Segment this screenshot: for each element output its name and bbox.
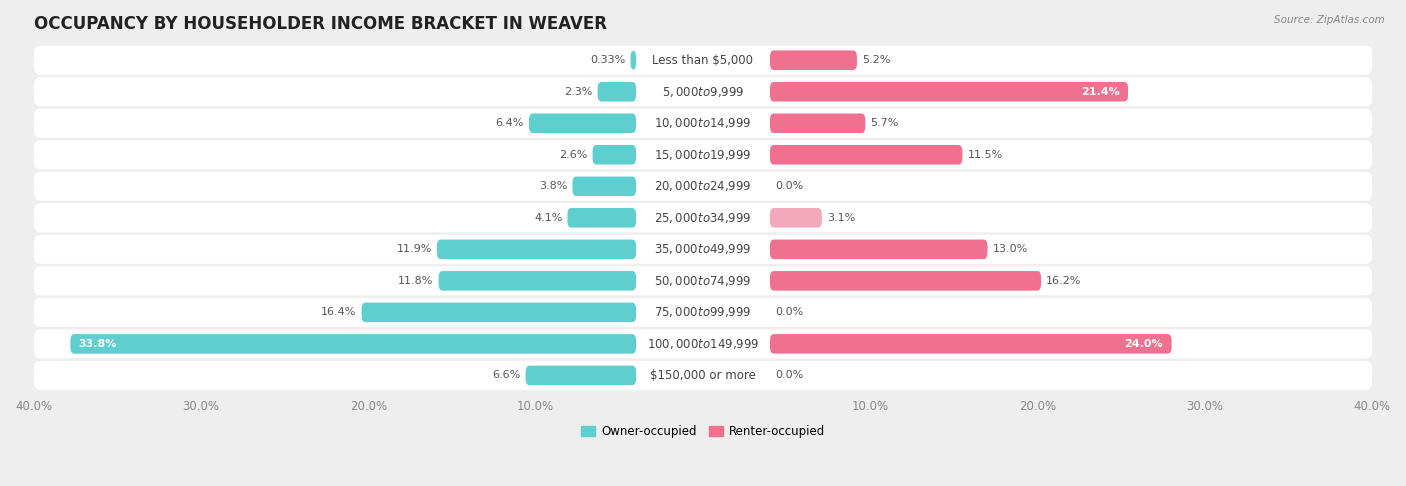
Text: $150,000 or more: $150,000 or more [650,369,756,382]
FancyBboxPatch shape [770,82,1128,102]
Legend: Owner-occupied, Renter-occupied: Owner-occupied, Renter-occupied [576,420,830,443]
FancyBboxPatch shape [568,208,636,227]
Text: 0.0%: 0.0% [775,307,803,317]
FancyBboxPatch shape [70,334,636,354]
Text: 4.1%: 4.1% [534,213,562,223]
Text: $25,000 to $34,999: $25,000 to $34,999 [654,211,752,225]
Text: $50,000 to $74,999: $50,000 to $74,999 [654,274,752,288]
FancyBboxPatch shape [572,176,636,196]
Text: $35,000 to $49,999: $35,000 to $49,999 [654,243,752,256]
FancyBboxPatch shape [34,140,1372,169]
FancyBboxPatch shape [770,114,865,133]
Text: 0.0%: 0.0% [775,181,803,191]
Text: 11.5%: 11.5% [967,150,1002,160]
FancyBboxPatch shape [34,77,1372,106]
Text: $5,000 to $9,999: $5,000 to $9,999 [662,85,744,99]
Text: OCCUPANCY BY HOUSEHOLDER INCOME BRACKET IN WEAVER: OCCUPANCY BY HOUSEHOLDER INCOME BRACKET … [34,15,606,33]
FancyBboxPatch shape [770,145,963,165]
FancyBboxPatch shape [592,145,636,165]
Text: 3.1%: 3.1% [827,213,855,223]
Text: 11.8%: 11.8% [398,276,433,286]
FancyBboxPatch shape [439,271,636,291]
FancyBboxPatch shape [34,46,1372,75]
Text: 16.2%: 16.2% [1046,276,1081,286]
Text: Less than $5,000: Less than $5,000 [652,54,754,67]
Text: Source: ZipAtlas.com: Source: ZipAtlas.com [1274,15,1385,25]
FancyBboxPatch shape [770,51,858,70]
Text: $20,000 to $24,999: $20,000 to $24,999 [654,179,752,193]
Text: $10,000 to $14,999: $10,000 to $14,999 [654,116,752,130]
FancyBboxPatch shape [34,266,1372,295]
FancyBboxPatch shape [34,109,1372,138]
FancyBboxPatch shape [437,240,636,259]
Text: 13.0%: 13.0% [993,244,1028,254]
Text: 5.2%: 5.2% [862,55,890,65]
FancyBboxPatch shape [630,51,636,70]
Text: 33.8%: 33.8% [79,339,117,349]
FancyBboxPatch shape [34,235,1372,264]
Text: 24.0%: 24.0% [1125,339,1163,349]
FancyBboxPatch shape [361,303,636,322]
FancyBboxPatch shape [770,208,823,227]
FancyBboxPatch shape [34,203,1372,232]
FancyBboxPatch shape [34,330,1372,358]
Text: 5.7%: 5.7% [870,118,898,128]
FancyBboxPatch shape [529,114,636,133]
Text: 2.6%: 2.6% [560,150,588,160]
FancyBboxPatch shape [598,82,636,102]
Text: $15,000 to $19,999: $15,000 to $19,999 [654,148,752,162]
FancyBboxPatch shape [34,361,1372,390]
FancyBboxPatch shape [526,365,636,385]
FancyBboxPatch shape [34,298,1372,327]
FancyBboxPatch shape [770,271,1040,291]
Text: 21.4%: 21.4% [1081,87,1119,97]
Text: $100,000 to $149,999: $100,000 to $149,999 [647,337,759,351]
Text: 0.33%: 0.33% [591,55,626,65]
Text: 11.9%: 11.9% [396,244,432,254]
Text: 2.3%: 2.3% [564,87,592,97]
Text: 6.6%: 6.6% [492,370,520,381]
Text: $75,000 to $99,999: $75,000 to $99,999 [654,305,752,319]
FancyBboxPatch shape [770,334,1171,354]
Text: 16.4%: 16.4% [321,307,357,317]
FancyBboxPatch shape [770,240,987,259]
Text: 0.0%: 0.0% [775,370,803,381]
FancyBboxPatch shape [34,172,1372,201]
Text: 3.8%: 3.8% [538,181,568,191]
Text: 6.4%: 6.4% [495,118,524,128]
